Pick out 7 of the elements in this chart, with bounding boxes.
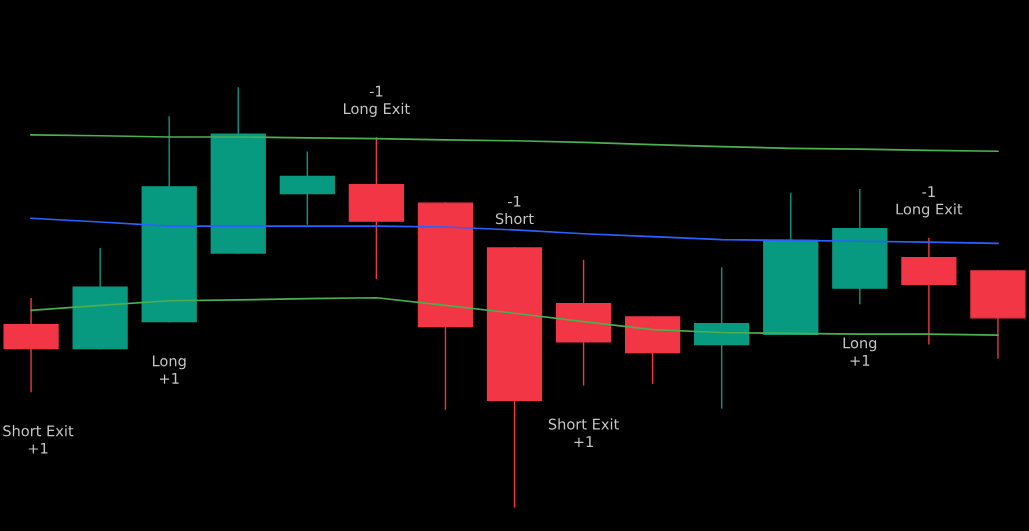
annotation: Long +1 [152,355,186,384]
annotation: Short Exit +1 [3,425,74,454]
annotation: -1 Long Exit [344,85,410,117]
annotation: Long +1 [843,337,877,366]
annotation: -1 Long Exit [896,186,963,218]
annotation: Short Exit +1 [548,418,619,447]
annotation: -1 Short [495,195,534,225]
